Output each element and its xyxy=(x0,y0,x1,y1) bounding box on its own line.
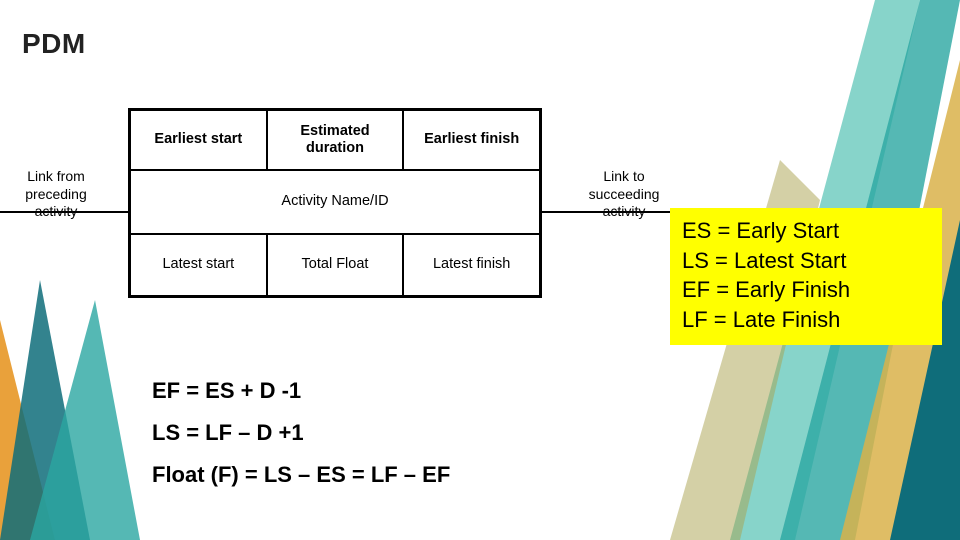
cell-ef: Earliest finish xyxy=(403,110,540,170)
cell-lf: Latest finish xyxy=(403,234,540,296)
formula-ls: LS = LF – D +1 xyxy=(152,412,450,454)
cell-duration: Estimated duration xyxy=(267,110,404,170)
cell-es: Earliest start xyxy=(130,110,267,170)
activity-node: Earliest start Estimated duration Earlie… xyxy=(128,108,542,298)
cell-float: Total Float xyxy=(267,234,404,296)
legend-line-2: LS = Latest Start xyxy=(682,246,930,276)
legend-line-4: LF = Late Finish xyxy=(682,305,930,335)
link-to-l2: succeeding xyxy=(589,186,660,202)
page-title: PDM xyxy=(22,28,86,60)
formula-float: Float (F) = LS – ES = LF – EF xyxy=(152,454,450,496)
formulae: EF = ES + D -1 LS = LF – D +1 Float (F) … xyxy=(152,370,450,495)
connector-left xyxy=(0,211,128,213)
legend-box: ES = Early Start LS = Latest Start EF = … xyxy=(670,208,942,345)
cell-ls: Latest start xyxy=(130,234,267,296)
legend-line-3: EF = Early Finish xyxy=(682,275,930,305)
cell-activity-name: Activity Name/ID xyxy=(130,170,540,234)
link-from-l2: preceding xyxy=(25,186,87,202)
pdm-diagram: Link from preceding activity Link to suc… xyxy=(0,98,670,348)
legend-line-1: ES = Early Start xyxy=(682,216,930,246)
link-to-l1: Link to xyxy=(603,168,644,184)
link-from-l1: Link from xyxy=(27,168,85,184)
connector-right xyxy=(542,211,670,213)
formula-ef: EF = ES + D -1 xyxy=(152,370,450,412)
